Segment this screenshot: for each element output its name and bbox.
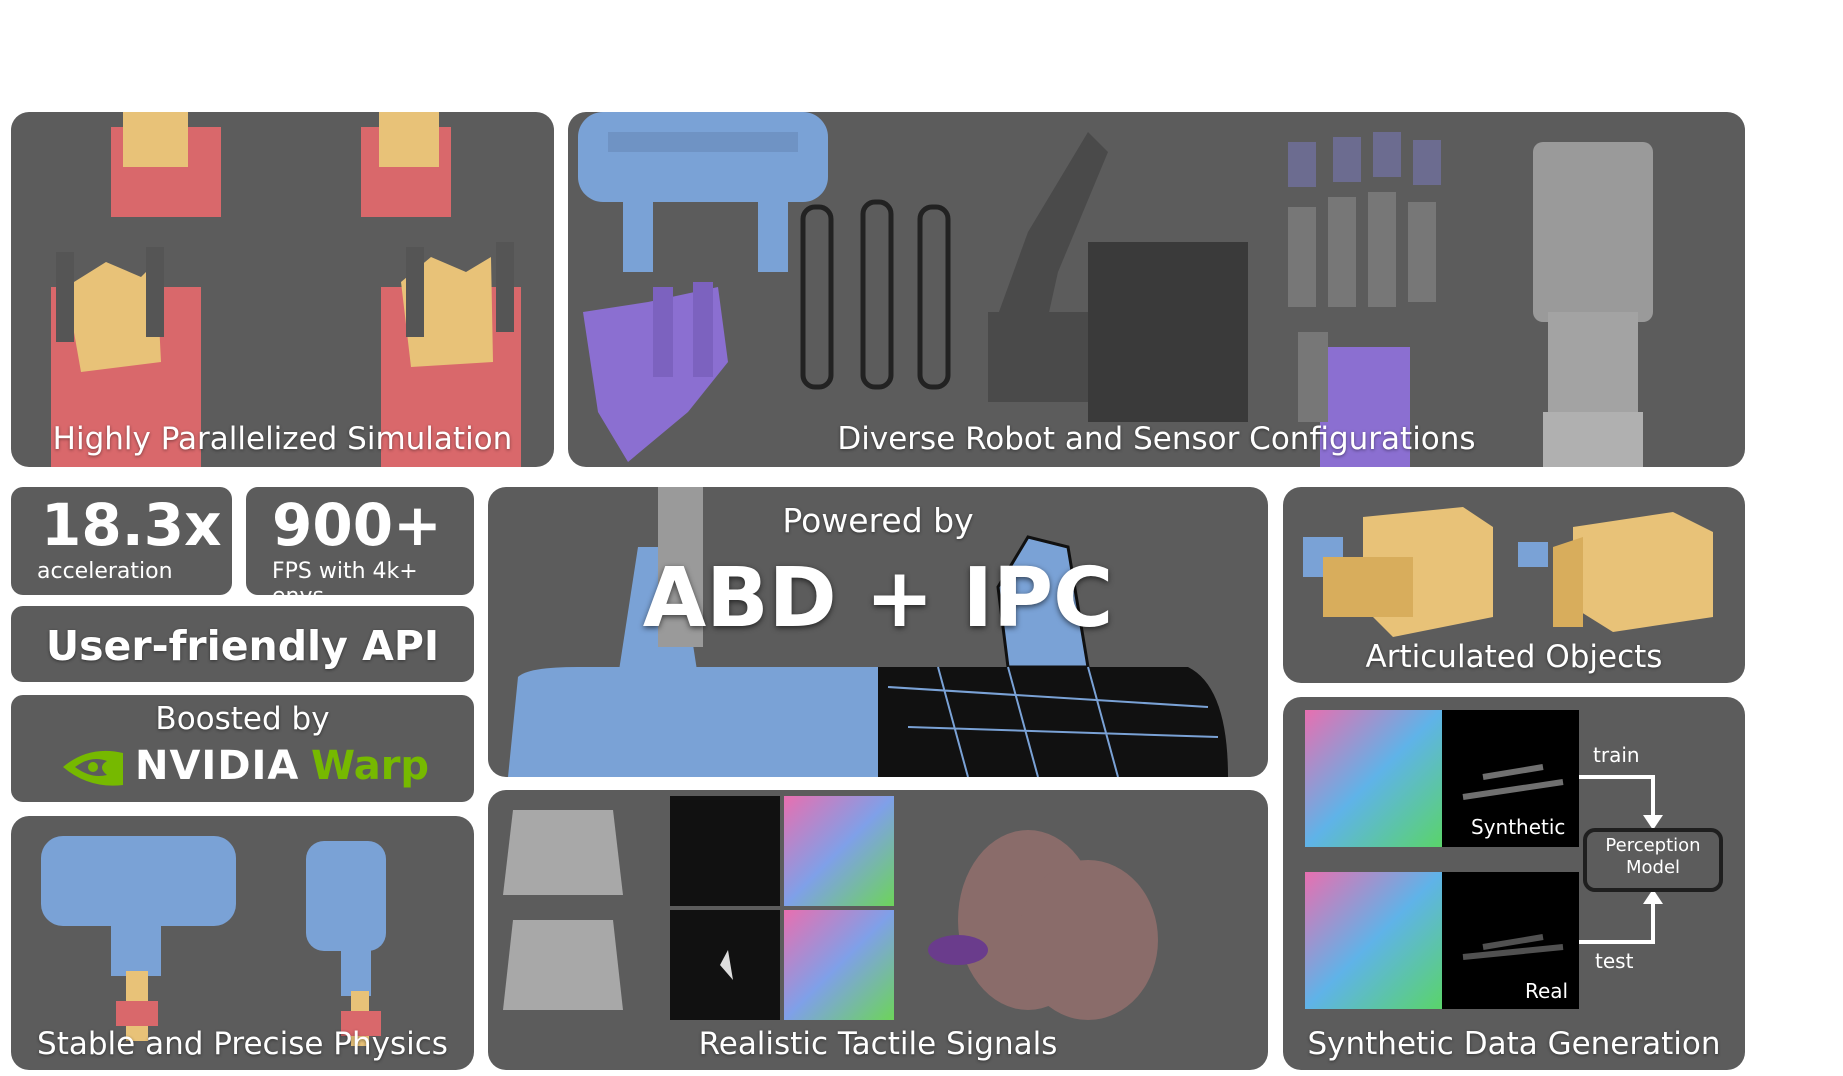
synthetic-pipeline-illustration (1305, 710, 1723, 1009)
user-friendly-api-panel: User-friendly API (11, 606, 474, 682)
api-label: User-friendly API (45, 622, 440, 670)
panel-caption: Stable and Precise Physics (37, 1026, 448, 1062)
tactile-images-illustration (503, 796, 1158, 1020)
panel-parallel-simulation: Highly Parallelized Simulation (11, 112, 554, 467)
abd-ipc-gripper-illustration (508, 487, 1228, 777)
panel-caption: Articulated Objects (1365, 639, 1663, 675)
robot-hands-illustration (578, 112, 1653, 467)
abd-ipc-headline: ABD + IPC (642, 551, 1114, 646)
panel-tactile-signals: Realistic Tactile Signals (488, 790, 1268, 1070)
powered-by-panel: Powered by ABD + IPC (488, 487, 1268, 777)
stat-fps: 900+ FPS with 4k+ envs (246, 487, 474, 595)
nvidia-logo-icon (63, 750, 123, 786)
boosted-label: Boosted by (155, 701, 330, 737)
stat-acceleration: 18.3x acceleration (11, 487, 232, 595)
stat-label: FPS with 4k+ envs (272, 559, 418, 595)
model-label-line2: Model (1625, 857, 1681, 878)
panel-caption: Diverse Robot and Sensor Configurations (837, 421, 1476, 457)
powered-label: Powered by (782, 501, 974, 540)
boosted-by-panel: Boosted by NVIDIA Warp (11, 695, 474, 802)
panel-caption: Highly Parallelized Simulation (52, 421, 513, 457)
gripper-physics-illustration (41, 836, 386, 1046)
panel-stable-physics: Stable and Precise Physics (11, 816, 474, 1070)
model-label-line1: Perception (1605, 835, 1701, 856)
panel-caption: Synthetic Data Generation (1307, 1026, 1721, 1062)
panel-synthetic-data: Synthetic Real train test Perception Mod… (1283, 697, 1745, 1070)
panel-articulated-objects: Articulated Objects (1283, 487, 1745, 683)
panel-diverse-robots: Diverse Robot and Sensor Configurations (568, 112, 1745, 467)
stat-value: 18.3x (41, 491, 222, 559)
stat-label: acceleration (37, 559, 173, 584)
test-label: test (1595, 949, 1634, 973)
panel-caption: Realistic Tactile Signals (698, 1026, 1058, 1062)
parallel-grippers-illustration (51, 112, 521, 467)
train-label: train (1593, 743, 1640, 767)
synthetic-image-label: Synthetic (1471, 815, 1566, 839)
warp-product: Warp (311, 743, 430, 789)
stat-value: 900+ (272, 491, 442, 559)
nvidia-brand: NVIDIA (135, 743, 300, 789)
real-image-label: Real (1525, 979, 1569, 1003)
perception-model-label: Perception Model (1585, 835, 1721, 879)
cabinets-illustration (1303, 507, 1713, 637)
